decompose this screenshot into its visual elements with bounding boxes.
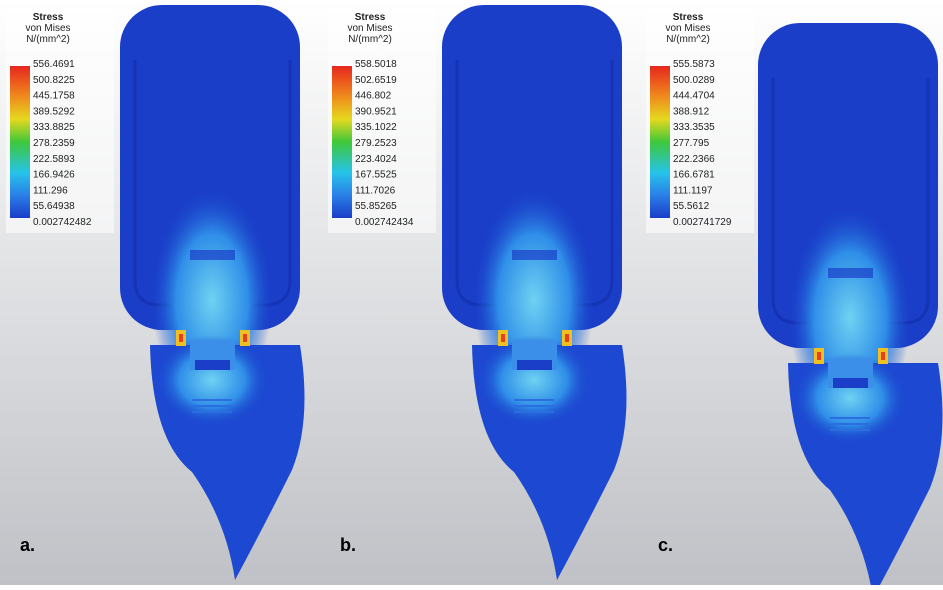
legend-value: 555.5873 [673, 59, 715, 70]
legend-value: 446.802 [355, 91, 392, 102]
legend-value: 279.2523 [355, 138, 397, 149]
panel-label: b. [340, 535, 356, 555]
legend-value: 111.1197 [673, 185, 713, 196]
color-bar [10, 66, 30, 218]
legend-value: 167.5525 [355, 170, 397, 181]
legend-value: 389.5292 [33, 106, 75, 117]
legend-title: Stress [355, 12, 386, 23]
panel-label: c. [658, 535, 673, 555]
legend-value: 222.5893 [33, 154, 75, 165]
legend-title: von Mises [665, 23, 710, 34]
legend-value: 502.6519 [355, 75, 397, 86]
legend-value: 390.9521 [355, 106, 397, 117]
legend-value: 333.8825 [33, 122, 75, 133]
legend-value: 335.1022 [355, 122, 397, 133]
legend-value: 278.2359 [33, 138, 75, 149]
legend-value: 0.002742434 [355, 217, 414, 228]
legend-value: 166.6781 [673, 170, 715, 181]
legend-value: 166.9426 [33, 170, 75, 181]
legend-value: 388.912 [673, 106, 710, 117]
legend-value: 55.85265 [355, 201, 397, 212]
legend-value: 444.4704 [673, 91, 715, 102]
legend-value: 0.002742482 [33, 217, 92, 228]
legend-title: N/(mm^2) [666, 34, 710, 45]
legend-value: 111.7026 [355, 185, 396, 196]
legend-title: N/(mm^2) [26, 34, 70, 45]
legend-value: 445.1758 [33, 91, 75, 102]
legend-title: Stress [33, 12, 64, 23]
legend-value: 500.0289 [673, 75, 715, 86]
legend-value: 500.8225 [33, 75, 75, 86]
legend-title: von Mises [25, 23, 70, 34]
legend-title: Stress [673, 12, 704, 23]
legend-value: 0.002741729 [673, 217, 732, 228]
legend-value: 223.4024 [355, 154, 397, 165]
color-bar [650, 66, 670, 218]
legend-value: 556.4691 [33, 59, 75, 70]
panel-label: a. [20, 535, 35, 555]
legend-value: 222.2366 [673, 154, 715, 165]
legend-value: 55.64938 [33, 201, 75, 212]
legend-value: 333.3535 [673, 122, 715, 133]
legend-title: von Mises [347, 23, 392, 34]
legend-title: N/(mm^2) [348, 34, 392, 45]
color-bar [332, 66, 352, 218]
legend-value: 277.795 [673, 138, 710, 149]
legend-value: 111.296 [33, 185, 68, 196]
legend-value: 558.5018 [355, 59, 397, 70]
legend-value: 55.5612 [673, 201, 710, 212]
